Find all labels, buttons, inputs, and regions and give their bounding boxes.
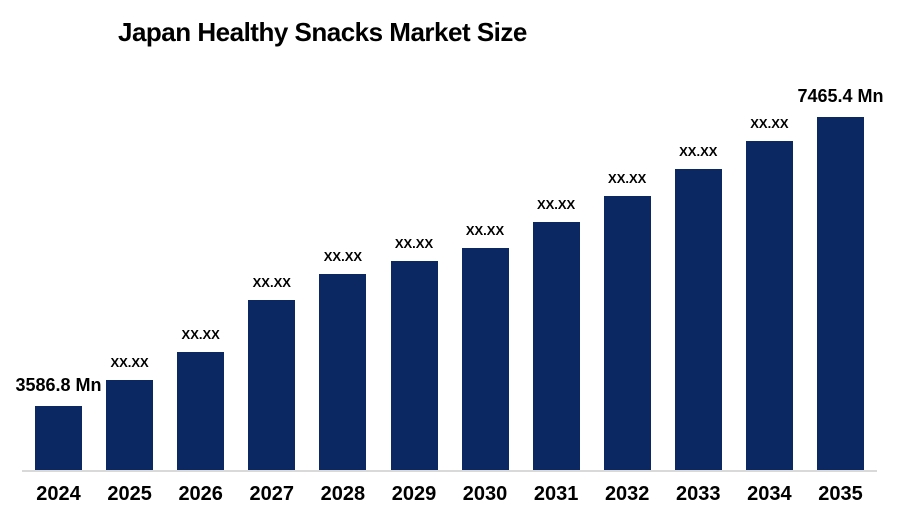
x-axis-label-2025: 2025	[107, 483, 152, 505]
plot-area: 3586.8 Mn XX.XX XX.XX XX.XX XX.XX XX.XX XX.XX X…	[15, 86, 884, 471]
value-label-2026: XX.XX	[181, 327, 220, 342]
value-label-2024: 3586.8 Mn	[15, 375, 102, 395]
bar-2034	[745, 141, 793, 471]
bar-2032	[603, 196, 651, 471]
bar-2028	[319, 274, 367, 471]
bar-2027	[248, 300, 296, 471]
value-label-2025: XX.XX	[110, 355, 149, 370]
bar-2029	[390, 261, 438, 471]
value-label-2033: XX.XX	[679, 144, 718, 159]
chart-title: Japan Healthy Snacks Market Size	[118, 17, 527, 47]
x-axis-label-2035: 2035	[818, 483, 863, 505]
bar-2025	[106, 380, 154, 471]
value-label-2030: XX.XX	[465, 223, 505, 238]
x-axis-label-2031: 2031	[533, 483, 579, 505]
bar-2033	[674, 169, 722, 471]
value-label-2028: XX.XX	[323, 249, 363, 264]
x-axis-label-2030: 2030	[462, 483, 508, 505]
value-label-2035: 7465.4 Mn	[797, 86, 884, 106]
value-label-2031: XX.XX	[536, 197, 576, 212]
x-axis-line	[22, 470, 877, 472]
bar-2026	[177, 352, 225, 471]
x-axis-label-2028: 2028	[320, 483, 366, 505]
value-label-2032: XX.XX	[608, 171, 647, 186]
bar-2030	[461, 248, 509, 471]
x-axis-label-2032: 2032	[604, 483, 650, 505]
value-label-2027: XX.XX	[252, 275, 291, 290]
bar-2024	[35, 406, 82, 471]
bar-2035	[817, 117, 864, 471]
x-axis-label-2033: 2033	[676, 483, 721, 505]
value-label-2029: XX.XX	[394, 236, 434, 251]
x-axis-label-2026: 2026	[178, 483, 223, 505]
value-label-2034: XX.XX	[750, 116, 789, 131]
x-axis-label-2034: 2034	[747, 483, 792, 505]
x-axis-label-2027: 2027	[249, 483, 295, 505]
x-axis-labels: 2024 2025 2026 2027 2028 2029 2030 2031 2032 2033…	[0, 483, 900, 513]
x-axis-label-2024: 2024	[36, 483, 81, 505]
x-axis-label-2029: 2029	[391, 483, 437, 505]
bar-2031	[532, 222, 580, 471]
